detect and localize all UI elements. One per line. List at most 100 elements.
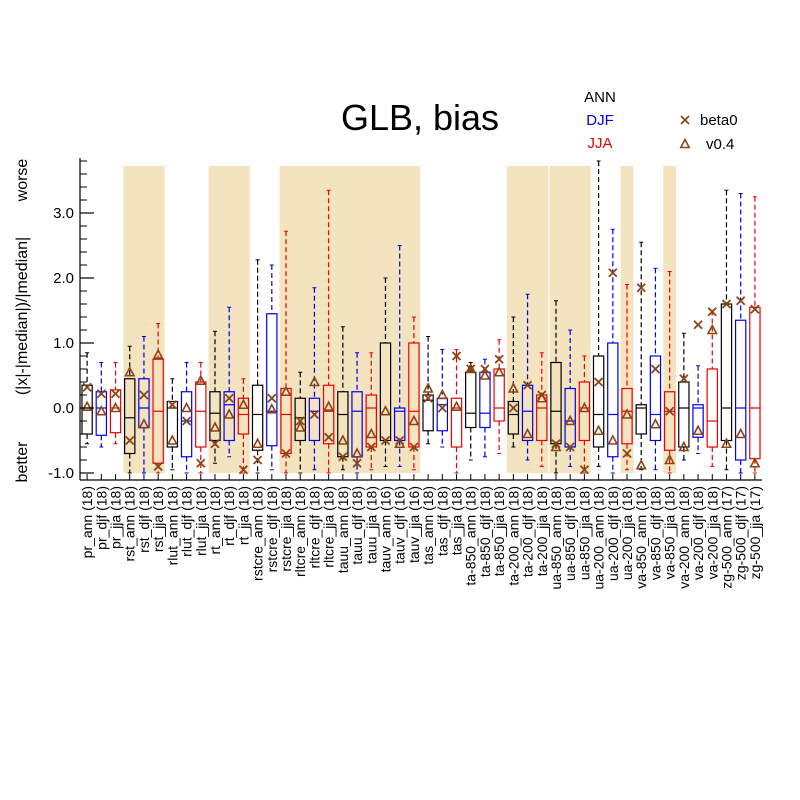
y-axis-label: (|x|-|median|)/|median| (14, 237, 31, 395)
box-iqr (649, 355, 662, 442)
x-tick-label: va-850_jja (18) (662, 486, 678, 579)
marker-v04-18 (337, 434, 349, 445)
box-iqr (663, 391, 676, 451)
box-iqr (465, 371, 477, 429)
box-13 (266, 264, 278, 471)
box-34 (564, 329, 576, 467)
legend-x-marker-icon (680, 115, 690, 125)
marker-v04-33 (550, 440, 562, 452)
legend-x-glyph (680, 115, 690, 125)
x-tick-label: va-850_djf (18) (647, 486, 663, 580)
box-iqr (81, 384, 93, 435)
marker-beta0-16 (309, 409, 320, 420)
x-tick-label: zg-500_jja (17) (747, 486, 763, 579)
marker-v04-30 (507, 382, 519, 393)
box-28 (479, 358, 491, 458)
marker-v04-21 (379, 405, 392, 416)
x-tick-label: pr_jja (18) (108, 486, 124, 549)
marker-v04-42 (678, 440, 690, 452)
marker-beta0-15 (295, 416, 305, 426)
marker-beta0-9 (210, 439, 220, 449)
x-tick-label: ua-200_ann (18) (591, 486, 607, 590)
x-tick-label: zg-500_ann (17) (718, 486, 734, 589)
box-iqr (266, 313, 278, 447)
box-iqr (322, 384, 335, 445)
x-tick-label: ta-850_ann (18) (463, 486, 479, 586)
legend-season-jja: JJA (587, 135, 612, 152)
box-6 (166, 378, 179, 471)
box-27 (465, 362, 477, 461)
marker-v04-19 (351, 447, 363, 458)
box-iqr (251, 384, 264, 451)
y-tick-label: 2.0 (53, 270, 74, 287)
marker-v04-16 (308, 375, 320, 387)
legend-beta0: beta0 (700, 112, 738, 129)
box-iqr (734, 319, 747, 461)
category-labels: pr_ann (18)pr_djf (18)pr_jja (18)rst_ann… (79, 486, 763, 590)
box-iqr (308, 397, 321, 442)
y-tick-label: -1.0 (48, 465, 74, 482)
box-43 (692, 365, 704, 454)
box-iqr (109, 389, 122, 434)
marker-beta0-19 (352, 458, 362, 468)
marker-beta0-31 (522, 380, 533, 390)
box-3 (124, 345, 136, 474)
x-tick-label: ua-850_djf (18) (562, 486, 578, 581)
box-iqr (493, 368, 505, 422)
marker-beta0-0 (82, 382, 92, 392)
x-tick-label: ua-200_jja (18) (619, 486, 635, 580)
marker-beta0-25 (437, 403, 447, 413)
marker-v04-34 (564, 414, 576, 426)
marker-beta0-36 (593, 377, 604, 387)
x-tick-label: rltcre_djf (18) (306, 486, 322, 568)
chart-title: GLB, bias (341, 97, 499, 138)
marker-beta0-21 (380, 435, 391, 446)
marker-v04-2 (109, 401, 122, 413)
shaded-band-2 (279, 166, 421, 473)
y-tick-label: 3.0 (53, 205, 74, 222)
x-tick-label: rt_djf (18) (221, 486, 237, 546)
box-17 (322, 189, 335, 474)
marker-beta0-14 (281, 448, 291, 459)
box-iqr (237, 397, 250, 435)
marker-v04-23 (408, 414, 420, 426)
y-axis-label-worse: worse (14, 159, 31, 203)
x-tick-label: rstcre_ann (18) (250, 486, 266, 581)
box-iqr (422, 394, 434, 432)
box-42 (678, 332, 690, 461)
legend-v04: v0.4 (706, 136, 734, 153)
marker-v04-12 (252, 437, 264, 449)
x-tick-label: va-200_ann (18) (676, 486, 692, 589)
marker-beta0-17 (324, 432, 334, 442)
marker-v04-22 (394, 437, 406, 449)
marker-v04-45 (720, 437, 733, 449)
x-tick-label: zg-500_djf (17) (733, 486, 749, 580)
legend-triangle-marker-icon (679, 137, 691, 149)
x-tick-label: rst_jja (18) (150, 486, 166, 552)
shaded-band-0 (123, 166, 165, 473)
x-tick-label: rlut_djf (18) (179, 486, 195, 557)
x-tick-label: rlut_jja (18) (193, 486, 209, 556)
box-iqr (479, 371, 491, 429)
x-tick-label: ta-200_jja (18) (534, 486, 550, 576)
box-iqr (195, 381, 207, 448)
x-tick-label: tas_ann (18) (420, 486, 436, 565)
y-tick-label: 0.0 (53, 400, 74, 417)
x-tick-label: rltcre_jja (18) (321, 486, 337, 568)
marker-beta0-44 (707, 307, 717, 317)
marker-v04-17 (323, 400, 335, 412)
marker-beta0-5 (153, 461, 163, 472)
marker-v04-35 (578, 401, 590, 413)
box-47 (749, 196, 761, 474)
marker-v04-28 (479, 369, 491, 380)
marker-beta0-2 (110, 389, 121, 399)
box-series (81, 160, 761, 474)
marker-beta0-27 (466, 364, 476, 374)
x-tick-label: tas_djf (18) (434, 486, 450, 556)
marker-v04-38 (621, 408, 633, 419)
box-41 (663, 271, 676, 474)
box-iqr (621, 387, 633, 445)
marker-beta0-20 (366, 442, 376, 452)
legend: ANN DJF JJA beta0 v0.4 (584, 89, 737, 153)
box-45 (720, 189, 733, 471)
